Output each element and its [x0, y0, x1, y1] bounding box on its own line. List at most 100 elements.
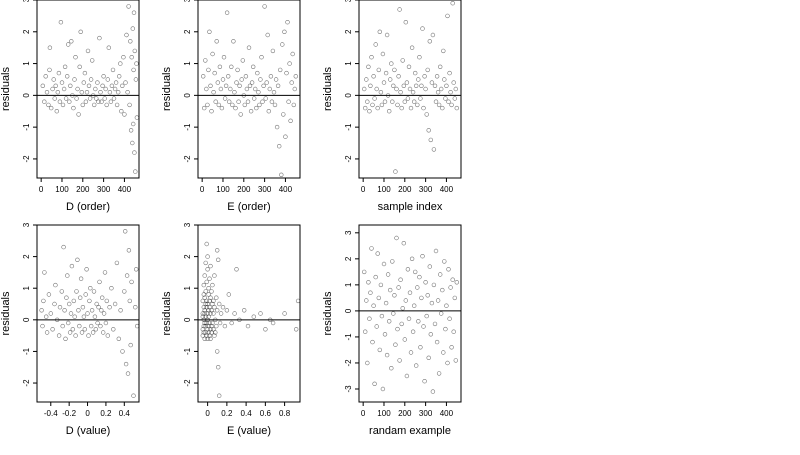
data-point: [263, 96, 268, 101]
data-point: [200, 311, 206, 316]
data-point: [99, 99, 104, 104]
data-point: [53, 83, 58, 89]
data-point: [72, 314, 77, 319]
data-point: [421, 324, 426, 329]
data-point: [211, 311, 216, 316]
data-point: [44, 89, 50, 95]
data-point: [89, 58, 95, 63]
data-point: [208, 263, 213, 269]
data-point: [203, 314, 208, 319]
data-point: [124, 273, 130, 278]
data-point: [389, 61, 394, 66]
data-point: [452, 295, 457, 301]
data-point: [134, 61, 139, 66]
x-tick-label: 0: [361, 185, 366, 194]
data-point: [127, 102, 132, 108]
x-axis-label: D (order): [66, 201, 110, 213]
data-point: [60, 102, 66, 108]
data-point: [82, 327, 88, 332]
x-tick-label: 100: [377, 185, 391, 194]
data-point: [88, 77, 94, 82]
data-point: [395, 326, 400, 332]
data-point: [123, 80, 128, 85]
data-point: [399, 105, 404, 111]
data-point: [447, 316, 452, 321]
data-point: [202, 311, 207, 316]
data-point: [79, 89, 85, 95]
x-tick-label: 200: [76, 185, 90, 194]
data-point: [362, 269, 367, 275]
panel-random-example: 0 100 200 300 400 -3 -2 -1 0 1 2 3 randam example res…: [322, 224, 462, 437]
data-point: [39, 308, 44, 313]
data-point: [202, 295, 207, 300]
data-point: [432, 321, 438, 327]
data-point: [83, 99, 89, 104]
y-tick-label: 0: [344, 93, 353, 98]
y-tick-label: 0: [344, 308, 353, 313]
data-point: [75, 257, 80, 262]
data-point: [112, 301, 118, 307]
data-point: [229, 64, 234, 70]
x-tick-label: 0.2: [221, 409, 233, 418]
data-point: [427, 264, 432, 269]
data-point: [101, 74, 106, 79]
data-point: [202, 273, 207, 278]
data-point: [438, 64, 443, 70]
data-point: [371, 74, 376, 79]
data-point: [211, 298, 216, 304]
data-point: [104, 102, 109, 108]
data-point: [200, 314, 206, 319]
data-point: [56, 70, 62, 76]
data-point: [208, 311, 213, 316]
data-point: [223, 83, 229, 89]
data-point: [390, 259, 395, 264]
data-point: [89, 308, 95, 313]
data-point: [205, 254, 210, 259]
y-tick-label: 1: [344, 61, 353, 66]
data-point: [128, 342, 133, 348]
data-point: [398, 277, 403, 282]
data-point: [124, 32, 129, 38]
data-point: [126, 248, 132, 253]
data-point: [416, 319, 421, 324]
data-point: [102, 96, 107, 101]
data-point: [76, 308, 81, 313]
data-point: [452, 96, 457, 101]
data-point: [251, 314, 257, 319]
data-point: [64, 74, 70, 79]
series-points: [40, 4, 140, 174]
data-point: [242, 102, 248, 108]
data-point: [247, 83, 253, 89]
data-point: [453, 86, 458, 92]
data-point: [94, 96, 99, 101]
data-point: [61, 244, 66, 250]
data-point: [224, 10, 230, 15]
data-point: [404, 373, 410, 379]
data-point: [238, 112, 243, 117]
data-point: [410, 329, 416, 334]
y-tick-label: 0: [183, 317, 192, 322]
data-point: [365, 360, 370, 366]
x-tick-label: 0: [200, 185, 205, 194]
data-point: [73, 333, 78, 338]
data-point: [428, 137, 433, 143]
data-point: [203, 289, 208, 294]
plot-frame: [358, 224, 462, 403]
data-point: [441, 48, 446, 54]
data-point: [126, 4, 131, 9]
data-point: [441, 350, 446, 355]
data-point: [221, 54, 227, 60]
panel-d-order: 0 100 200 300 400 -2 -1 0 1 2 3 D (order) residuals: [0, 0, 140, 213]
data-point: [438, 272, 443, 277]
data-point: [387, 108, 392, 114]
data-point: [207, 276, 212, 281]
y-tick-label: 1: [22, 285, 31, 290]
data-point: [44, 330, 50, 335]
data-point: [102, 270, 108, 275]
data-point: [243, 74, 249, 79]
data-point: [392, 67, 397, 73]
data-point: [204, 298, 209, 304]
data-point: [446, 99, 451, 104]
data-point: [123, 361, 129, 367]
plot-frame: [36, 224, 140, 403]
